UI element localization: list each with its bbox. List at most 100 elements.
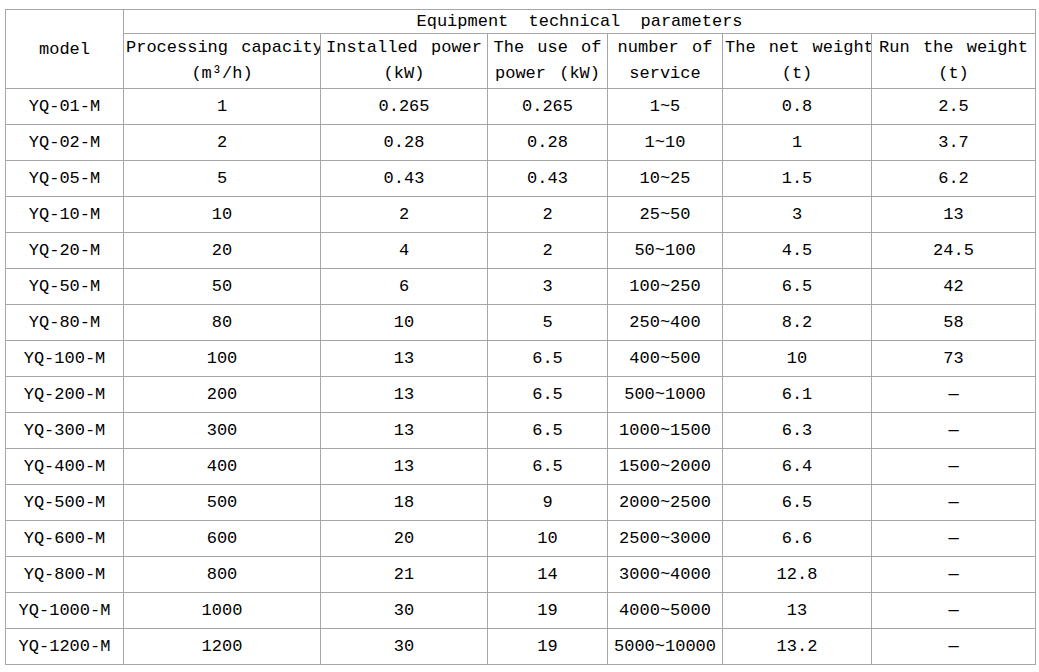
value-cell: 73 (872, 341, 1036, 377)
value-cell: 50 (124, 269, 321, 305)
value-cell: 13 (723, 593, 872, 629)
value-cell: 10 (321, 305, 488, 341)
value-cell: 6.5 (723, 269, 872, 305)
model-cell: YQ-80-M (6, 305, 124, 341)
value-cell: 100~250 (608, 269, 723, 305)
model-cell: YQ-50-M (6, 269, 124, 305)
column-header-number-of-service: number of service (608, 34, 723, 89)
model-cell: YQ-600-M (6, 521, 124, 557)
column-header-line1: Processing capacity (126, 35, 318, 61)
value-cell: 600 (124, 521, 321, 557)
value-cell: 6.5 (488, 377, 608, 413)
value-cell: — (872, 485, 1036, 521)
value-cell: 30 (321, 593, 488, 629)
column-header-run-weight: Run the weight (t) (872, 34, 1036, 89)
value-cell: 1~10 (608, 125, 723, 161)
model-cell: YQ-10-M (6, 197, 124, 233)
table-body: YQ-01-M10.2650.2651~50.82.5YQ-02-M20.280… (6, 89, 1036, 665)
value-cell: 6.3 (723, 413, 872, 449)
model-cell: YQ-1200-M (6, 629, 124, 665)
value-cell: 0.8 (723, 89, 872, 125)
value-cell: 3.7 (872, 125, 1036, 161)
value-cell: 80 (124, 305, 321, 341)
value-cell: 42 (872, 269, 1036, 305)
value-cell: 2500~3000 (608, 521, 723, 557)
table-title: Equipment technical parameters (124, 10, 1036, 34)
value-cell: 20 (321, 521, 488, 557)
value-cell: 10 (488, 521, 608, 557)
value-cell: — (872, 521, 1036, 557)
value-cell: 300 (124, 413, 321, 449)
value-cell: 1500~2000 (608, 449, 723, 485)
value-cell: — (872, 413, 1036, 449)
column-header-processing-capacity: Processing capacity (m³/h) (124, 34, 321, 89)
value-cell: — (872, 449, 1036, 485)
value-cell: 13 (321, 449, 488, 485)
value-cell: 2000~2500 (608, 485, 723, 521)
value-cell: — (872, 593, 1036, 629)
value-cell: 400~500 (608, 341, 723, 377)
value-cell: 3 (488, 269, 608, 305)
value-cell: 1~5 (608, 89, 723, 125)
value-cell: 1 (723, 125, 872, 161)
value-cell: 1000 (124, 593, 321, 629)
column-header-line2: (m³/h) (126, 61, 318, 87)
value-cell: 10~25 (608, 161, 723, 197)
value-cell: 13.2 (723, 629, 872, 665)
value-cell: 13 (872, 197, 1036, 233)
value-cell: 0.43 (488, 161, 608, 197)
value-cell: 1000~1500 (608, 413, 723, 449)
value-cell: 13 (321, 377, 488, 413)
table-row: YQ-500-M5001892000~25006.5— (6, 485, 1036, 521)
column-header-installed-power: Installed power (kW) (321, 34, 488, 89)
value-cell: 10 (124, 197, 321, 233)
value-cell: 19 (488, 593, 608, 629)
value-cell: 100 (124, 341, 321, 377)
value-cell: 21 (321, 557, 488, 593)
value-cell: 6.5 (723, 485, 872, 521)
value-cell: 250~400 (608, 305, 723, 341)
value-cell: 50~100 (608, 233, 723, 269)
value-cell: 6.6 (723, 521, 872, 557)
value-cell: 4.5 (723, 233, 872, 269)
value-cell: 30 (321, 629, 488, 665)
equipment-parameters-table: model Equipment technical parameters Pro… (5, 9, 1036, 665)
table-row: YQ-600-M60020102500~30006.6— (6, 521, 1036, 557)
table-row: YQ-80-M80105250~4008.258 (6, 305, 1036, 341)
table-row: YQ-100-M100136.5400~5001073 (6, 341, 1036, 377)
value-cell: 3 (723, 197, 872, 233)
table-row: YQ-800-M80021143000~400012.8— (6, 557, 1036, 593)
column-headers-row: Processing capacity (m³/h) Installed pow… (6, 34, 1036, 89)
model-cell: YQ-05-M (6, 161, 124, 197)
value-cell: 5 (124, 161, 321, 197)
value-cell: 200 (124, 377, 321, 413)
value-cell: 20 (124, 233, 321, 269)
model-cell: YQ-100-M (6, 341, 124, 377)
table-row: YQ-01-M10.2650.2651~50.82.5 (6, 89, 1036, 125)
value-cell: 1 (124, 89, 321, 125)
value-cell: 2.5 (872, 89, 1036, 125)
table-row: YQ-1000-M100030194000~500013— (6, 593, 1036, 629)
column-header-net-weight: The net weight (t) (723, 34, 872, 89)
table-row: YQ-20-M204250~1004.524.5 (6, 233, 1036, 269)
table-row: YQ-400-M400136.51500~20006.4— (6, 449, 1036, 485)
value-cell: 2 (488, 197, 608, 233)
value-cell: 3000~4000 (608, 557, 723, 593)
value-cell: 6.4 (723, 449, 872, 485)
value-cell: 500 (124, 485, 321, 521)
model-cell: YQ-200-M (6, 377, 124, 413)
value-cell: 6.5 (488, 341, 608, 377)
model-cell: YQ-01-M (6, 89, 124, 125)
value-cell: 8.2 (723, 305, 872, 341)
value-cell: 6.5 (488, 413, 608, 449)
value-cell: 10 (723, 341, 872, 377)
value-cell: 800 (124, 557, 321, 593)
model-cell: YQ-800-M (6, 557, 124, 593)
value-cell: 6.2 (872, 161, 1036, 197)
value-cell: 6 (321, 269, 488, 305)
value-cell: 0.265 (488, 89, 608, 125)
column-header-line2: power (kW) (490, 61, 605, 87)
value-cell: 0.43 (321, 161, 488, 197)
table-row: YQ-02-M20.280.281~1013.7 (6, 125, 1036, 161)
value-cell: 2 (488, 233, 608, 269)
